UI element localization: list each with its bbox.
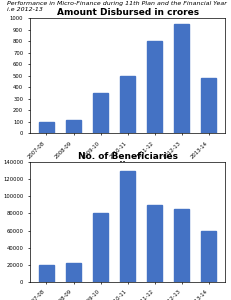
Bar	[39, 265, 54, 282]
Text: Performance in Micro-Finance during 11th Plan and the Financial Year i.e 2012-13: Performance in Micro-Finance during 11th…	[7, 2, 226, 12]
Bar	[39, 122, 54, 134]
Bar	[173, 209, 188, 282]
Bar	[201, 78, 215, 134]
Bar	[147, 205, 161, 282]
Title: No. of Beneficiaries: No. of Beneficiaries	[77, 152, 177, 161]
Bar	[66, 263, 81, 282]
Bar	[173, 24, 188, 134]
Bar	[93, 93, 107, 134]
Bar	[93, 213, 107, 282]
X-axis label: Year: Year	[119, 161, 136, 167]
Bar	[66, 120, 81, 134]
Bar	[120, 171, 134, 282]
Bar	[201, 231, 215, 282]
Bar	[120, 76, 134, 134]
Title: Amount Disbursed in crores: Amount Disbursed in crores	[56, 8, 198, 17]
Bar	[147, 41, 161, 134]
